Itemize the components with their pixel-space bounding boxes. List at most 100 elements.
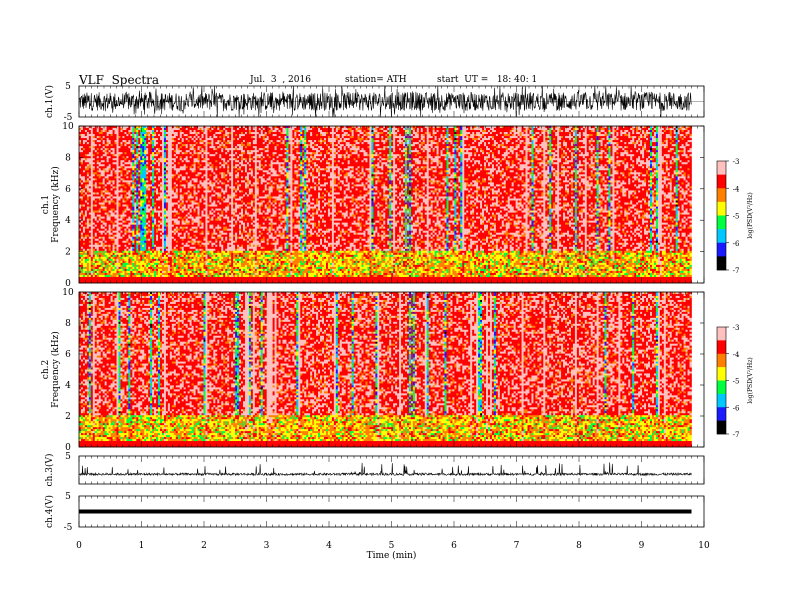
spectrogram-cell <box>89 176 91 178</box>
spectrogram-cell <box>134 257 136 259</box>
spectrogram-cell <box>91 231 93 233</box>
spectrogram-cell <box>85 200 87 202</box>
spectrogram-cell <box>89 170 91 172</box>
spectrogram-cell <box>83 253 85 255</box>
spectrogram-cell <box>138 225 140 227</box>
spectrogram-cell <box>105 271 107 273</box>
spectrogram-cell <box>83 271 85 273</box>
spectrogram-cell <box>140 263 142 265</box>
spectrogram-cell <box>132 156 134 158</box>
spectrogram-cell <box>115 182 117 184</box>
spectrogram-cell <box>128 140 130 142</box>
spectrogram-cell <box>99 156 101 158</box>
spectrogram-cell <box>93 176 95 178</box>
spectrogram-cell <box>83 243 85 245</box>
spectrogram-cell <box>109 267 111 269</box>
spectrogram-cell <box>122 249 124 251</box>
spectrogram-cell <box>142 182 144 184</box>
spectrogram-cell <box>115 140 117 142</box>
spectrogram-cell <box>103 134 105 136</box>
spectrogram-cell <box>113 190 115 192</box>
spectrogram-cell <box>126 190 128 192</box>
spectrogram-cell <box>140 162 142 164</box>
spectrogram-cell <box>83 186 85 188</box>
spectrogram-cell <box>146 172 148 174</box>
spectrogram-cell <box>146 237 148 239</box>
spectrogram-cell <box>93 170 95 172</box>
spectrogram-cell <box>97 140 99 142</box>
spectrogram-cell <box>105 255 107 257</box>
spectrogram-cell <box>99 134 101 136</box>
spectrogram-cell <box>130 186 132 188</box>
spectrogram-cell <box>101 140 103 142</box>
spectrogram-cell <box>122 146 124 148</box>
spectrogram-cell <box>93 202 95 204</box>
spectrogram-cell <box>99 253 101 255</box>
spectrogram-cell <box>107 166 109 168</box>
spectrogram-cell <box>142 255 144 257</box>
spectrogram-cell <box>103 190 105 192</box>
spectrogram-cell <box>130 227 132 229</box>
spectrogram-cell <box>142 186 144 188</box>
spectrogram-cell <box>99 138 101 140</box>
spectrogram-cell <box>122 142 124 144</box>
spectrogram-cell <box>101 209 103 211</box>
spectrogram-cell <box>103 219 105 221</box>
spectrogram-cell <box>89 196 91 198</box>
spectrogram-cell <box>132 172 134 174</box>
spectrogram-cell <box>107 134 109 136</box>
spectrogram-cell <box>117 166 119 168</box>
spectrogram-cell <box>89 241 91 243</box>
spectrogram-cell <box>109 166 111 168</box>
spectrogram-cell <box>124 229 126 231</box>
spectrogram-cell <box>91 156 93 158</box>
spectrogram-cell <box>85 225 87 227</box>
spectrogram-cell <box>126 192 128 194</box>
spectrogram-cell <box>130 140 132 142</box>
spectrogram-cell <box>124 188 126 190</box>
spectrogram-cell <box>105 192 107 194</box>
spectrogram-cell <box>140 168 142 170</box>
spectrogram-cell <box>91 257 93 259</box>
spectrogram-cell <box>115 275 117 277</box>
spectrogram-cell <box>113 213 115 215</box>
spectrogram-cell <box>142 219 144 221</box>
spectrogram-cell <box>99 215 101 217</box>
spectrogram-cell <box>85 205 87 207</box>
spectrogram-cell <box>142 253 144 255</box>
spectrogram-cell <box>144 168 146 170</box>
spectrogram-cell <box>122 241 124 243</box>
spectrogram-cell <box>115 146 117 148</box>
spectrogram-cell <box>99 190 101 192</box>
spectrogram-cell <box>95 269 97 271</box>
spectrogram-cell <box>122 253 124 255</box>
spectrogram-cell <box>138 160 140 162</box>
spectrogram-cell <box>109 259 111 261</box>
spectrogram-cell <box>101 198 103 200</box>
spectrogram-cell <box>113 178 115 180</box>
spectrogram-cell <box>126 259 128 261</box>
spectrogram-cell <box>134 190 136 192</box>
spectrogram-cell <box>91 184 93 186</box>
spectrogram-cell <box>144 140 146 142</box>
spectrogram-cell <box>146 186 148 188</box>
spectrogram-cell <box>117 271 119 273</box>
spectrogram-cell <box>81 178 83 180</box>
spectrogram-cell <box>81 267 83 269</box>
spectrogram-cell <box>146 227 148 229</box>
spectrogram-cell <box>134 186 136 188</box>
spectrogram-cell <box>87 265 89 267</box>
spectrogram-cell <box>111 172 113 174</box>
spectrogram-cell <box>136 200 138 202</box>
spectrogram-cell <box>85 213 87 215</box>
spectrogram-cell <box>144 225 146 227</box>
spectrogram-cell <box>117 269 119 271</box>
spectrogram-cell <box>95 136 97 138</box>
spectrogram-cell <box>132 239 134 241</box>
spectrogram-cell <box>146 178 148 180</box>
spectrogram-cell <box>81 130 83 132</box>
spectrogram-cell <box>87 237 89 239</box>
spectrogram-cell <box>132 152 134 154</box>
spectrogram-cell <box>107 162 109 164</box>
spectrogram-cell <box>95 239 97 241</box>
